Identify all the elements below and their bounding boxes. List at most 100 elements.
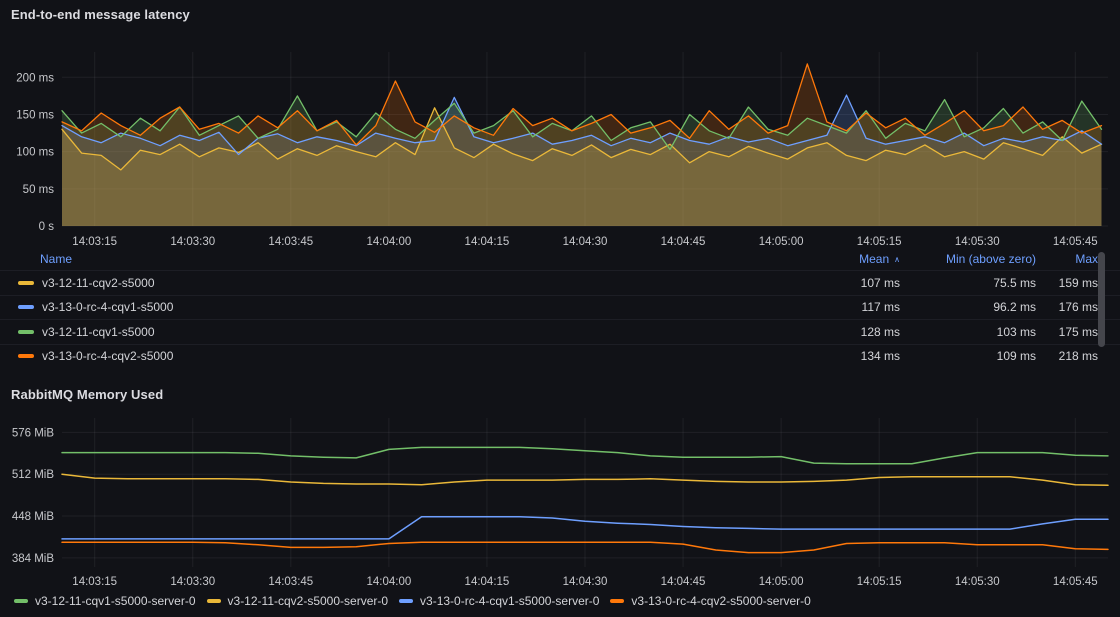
legend-col-min[interactable]: Min (above zero) <box>900 252 1036 266</box>
series-area-v3-12-11-cqv1-s5000 <box>62 95 1102 227</box>
legend-value-min: 75.5 ms <box>993 275 1036 290</box>
y-axis-tick-label: 512 MiB <box>12 469 55 481</box>
series-area-v3-12-11-cqv2-s5000 <box>62 107 1102 226</box>
legend-value-mean: 107 ms <box>860 275 900 290</box>
legend-item[interactable]: v3-12-11-cqv1-s5000-server-0 <box>14 594 196 608</box>
series-area-v3-13-0-rc-4-cqv1-s5000 <box>62 95 1102 226</box>
series-line-v3-13-0-rc-4-cqv1-s5000-server-0 <box>61 515 1109 540</box>
series-color-swatch <box>206 599 221 603</box>
legend-value-min: 109 ms <box>996 349 1036 364</box>
x-axis-tick-label: 14:05:00 <box>759 576 804 588</box>
x-axis-tick-label: 14:05:15 <box>857 236 902 248</box>
y-axis-tick-label: 384 MiB <box>12 553 55 565</box>
series-color-swatch <box>610 599 625 603</box>
series-name: v3-12-11-cqv1-s5000 <box>42 324 155 339</box>
x-axis-tick-label: 14:04:15 <box>465 236 510 248</box>
y-axis-tick-label: 576 MiB <box>12 427 55 439</box>
x-axis-tick-label: 14:03:45 <box>268 236 313 248</box>
legend-col-max[interactable]: Max <box>1036 252 1098 266</box>
x-axis-tick-label: 14:03:30 <box>170 236 215 248</box>
y-axis-tick-label: 0 s <box>39 221 55 233</box>
x-axis-tick-label: 14:04:00 <box>366 576 411 588</box>
series-name: v3-13-0-rc-4-cqv2-s5000 <box>42 349 174 364</box>
legend-value-max: 159 ms <box>1058 275 1098 290</box>
series-color-swatch <box>18 305 34 310</box>
y-axis-tick-label: 200 ms <box>16 72 54 84</box>
series-line-v3-12-11-cqv1-s5000-server-0 <box>61 446 1109 465</box>
legend-value-max: 175 ms <box>1058 324 1098 339</box>
series-color-swatch <box>14 599 28 603</box>
legend-item[interactable]: v3-13-0-rc-4-cqv1-s5000-server-0 <box>399 594 599 608</box>
legend-col-max-label: Max <box>1075 252 1098 266</box>
series-area-v3-13-0-rc-4-cqv2-s5000 <box>62 63 1102 227</box>
series-line-v3-13-0-rc-4-cqv2-s5000-server-0 <box>61 541 1109 554</box>
series-name: v3-12-11-cqv2-s5000 <box>42 275 155 290</box>
legend-row-name: v3-12-11-cqv1-s5000 <box>0 325 780 339</box>
x-axis-tick-label: 14:05:45 <box>1053 576 1098 588</box>
memory-panel-title[interactable]: RabbitMQ Memory Used <box>11 387 164 402</box>
x-axis-tick-label: 14:04:00 <box>366 236 411 248</box>
x-axis-tick-label: 14:05:15 <box>857 576 902 588</box>
legend-value-max: 176 ms <box>1058 300 1098 315</box>
legend-value-mean: 128 ms <box>860 324 900 339</box>
legend-row-name: v3-13-0-rc-4-cqv2-s5000 <box>0 349 780 363</box>
y-axis-tick-label: 150 ms <box>16 109 54 121</box>
series-name: v3-13-0-rc-4-cqv1-s5000-server-0 <box>420 594 600 608</box>
x-axis-tick-label: 14:03:15 <box>72 236 117 248</box>
legend-row[interactable]: v3-13-0-rc-4-cqv2-s5000 134 ms 109 ms 218 m… <box>0 343 1120 369</box>
x-axis-tick-label: 14:05:45 <box>1053 236 1098 248</box>
legend-item[interactable]: v3-13-0-rc-4-cqv2-s5000-server-0 <box>610 594 811 608</box>
series-name: v3-13-0-rc-4-cqv2-s5000-server-0 <box>631 594 811 608</box>
legend-col-name[interactable]: Name <box>0 252 780 266</box>
legend-value-mean: 134 ms <box>860 349 900 364</box>
x-axis-tick-label: 14:05:30 <box>955 576 1000 588</box>
y-axis-tick-label: 100 ms <box>16 147 54 159</box>
series-line-v3-13-0-rc-4-cqv1-s5000 <box>61 94 1103 156</box>
x-axis-tick-label: 14:05:00 <box>759 236 804 248</box>
x-axis-tick-label: 14:04:30 <box>563 576 608 588</box>
legend-row[interactable]: v3-13-0-rc-4-cqv1-s5000 117 ms 96.2 ms 176 … <box>0 294 1120 320</box>
legend-col-mean[interactable]: Mean ∧ <box>780 252 900 266</box>
series-name: v3-12-11-cqv2-s5000-server-0 <box>227 594 389 608</box>
legend-col-min-label: Min (above zero) <box>945 252 1036 266</box>
series-color-swatch <box>399 599 414 603</box>
x-axis-tick-label: 14:05:30 <box>955 236 1000 248</box>
memory-chart: 14:03:15 14:03:30 14:03:45 14:04:00 14:04:15… <box>12 418 1109 588</box>
series-name: v3-13-0-rc-4-cqv1-s5000 <box>42 300 174 315</box>
legend-row-name: v3-13-0-rc-4-cqv1-s5000 <box>0 300 780 314</box>
legend-item[interactable]: v3-12-11-cqv2-s5000-server-0 <box>206 594 389 608</box>
x-axis-tick-label: 14:04:45 <box>661 236 706 248</box>
series-name: v3-12-11-cqv1-s5000-server-0 <box>35 594 196 608</box>
series-color-swatch <box>18 329 34 334</box>
latency-legend-header: Name Mean ∧ Min (above zero) Max <box>0 248 1120 270</box>
legend-value-max: 218 ms <box>1058 349 1098 364</box>
latency-legend-table: Name Mean ∧ Min (above zero) Max v3-12-11… <box>0 248 1120 368</box>
series-color-swatch <box>18 280 34 285</box>
legend-value-min: 103 ms <box>996 324 1036 339</box>
x-axis-tick-label: 14:03:15 <box>72 576 117 588</box>
series-line-v3-12-11-cqv1-s5000 <box>61 95 1103 151</box>
y-axis-tick-label: 448 MiB <box>12 511 55 523</box>
x-axis-tick-label: 14:04:30 <box>563 236 608 248</box>
legend-row[interactable]: v3-12-11-cqv1-s5000 128 ms 103 ms 175 ms <box>0 319 1120 344</box>
x-axis-tick-label: 14:04:45 <box>661 576 706 588</box>
legend-value-mean: 117 ms <box>861 300 900 315</box>
x-axis-tick-label: 14:04:15 <box>465 576 510 588</box>
legend-scrollbar[interactable] <box>1098 252 1105 347</box>
sort-asc-icon: ∧ <box>894 255 900 264</box>
series-color-swatch <box>18 354 34 359</box>
legend-col-mean-label: Mean <box>859 252 890 266</box>
x-axis-tick-label: 14:03:30 <box>170 576 215 588</box>
legend-row-name: v3-12-11-cqv2-s5000 <box>0 276 780 290</box>
memory-legend: v3-12-11-cqv1-s5000-server-0 v3-12-11-cqv… <box>14 594 811 608</box>
legend-row[interactable]: v3-12-11-cqv2-s5000 107 ms 75.5 ms 159 ms <box>0 270 1120 295</box>
latency-chart: 14:03:15 14:03:30 14:03:45 14:04:00 14:04:15… <box>16 52 1108 248</box>
y-axis-tick-label: 50 ms <box>23 184 55 196</box>
series-line-v3-13-0-rc-4-cqv2-s5000 <box>61 63 1103 146</box>
latency-panel-title[interactable]: End-to-end message latency <box>11 7 190 22</box>
legend-value-min: 96.2 ms <box>993 300 1036 315</box>
x-axis-tick-label: 14:03:45 <box>268 576 313 588</box>
series-line-v3-12-11-cqv2-s5000-server-0 <box>61 473 1109 487</box>
legend-col-name-label: Name <box>40 252 73 266</box>
